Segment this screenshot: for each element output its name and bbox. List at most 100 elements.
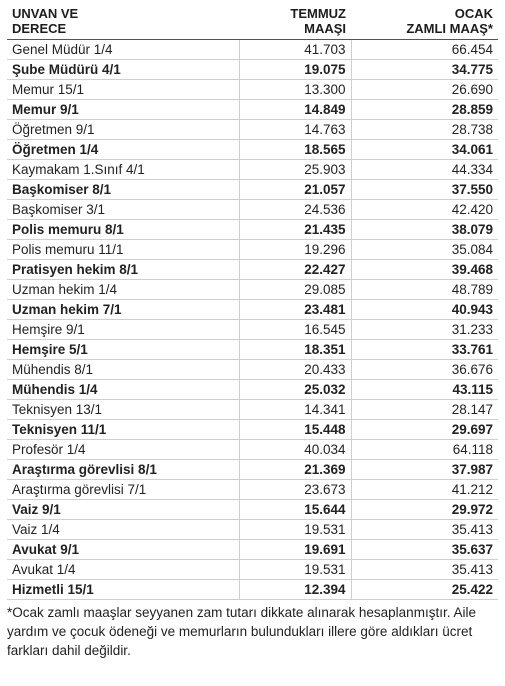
table-row: Avukat 1/4 19.531 35.413: [7, 559, 498, 580]
header-row: UNVAN VE DERECE TEMMUZ MAAŞI OCAK ZAMLI MA…: [7, 0, 498, 40]
table-row: Memur 9/1 14.849 28.859: [7, 99, 498, 120]
column-header: UNVAN VE DERECE: [7, 0, 239, 40]
table-cell: 37.550: [351, 179, 498, 200]
table-row: Başkomiser 3/1 24.536 42.420: [7, 199, 498, 220]
table-row: Şube Müdürü 4/1 19.075 34.775: [7, 59, 498, 80]
table-cell: Vaiz 9/1: [7, 499, 240, 520]
table-cell: 21.369: [239, 459, 352, 480]
table-row: Mühendis 1/4 25.032 43.115: [7, 379, 498, 400]
table-body: Genel Müdür 1/4 41.703 66.454 Şube Müdürü 4…: [7, 39, 498, 600]
table-cell: Polis memuru 11/1: [7, 239, 240, 260]
table-row: Profesör 1/4 40.034 64.118: [7, 439, 498, 460]
table-cell: Genel Müdür 1/4: [7, 39, 240, 60]
table-cell: 13.300: [239, 79, 352, 100]
table-cell: 43.115: [351, 379, 498, 400]
table-cell: Mühendis 8/1: [7, 359, 240, 380]
table-row: Hemşire 5/1 18.351 33.761: [7, 339, 498, 360]
table-cell: 42.420: [351, 199, 498, 220]
table-cell: Şube Müdürü 4/1: [7, 59, 240, 80]
table-cell: 64.118: [351, 439, 498, 460]
table-cell: Başkomiser 8/1: [7, 179, 240, 200]
table-cell: Hemşire 5/1: [7, 339, 240, 360]
table-row: Mühendis 8/1 20.433 36.676: [7, 359, 498, 380]
table-cell: 31.233: [351, 319, 498, 340]
table-row: Kaymakam 1.Sınıf 4/1 25.903 44.334: [7, 159, 498, 180]
table-cell: 66.454: [351, 39, 498, 60]
table-cell: 44.334: [351, 159, 498, 180]
table-row: Teknisyen 11/1 15.448 29.697: [7, 419, 498, 440]
table-cell: Kaymakam 1.Sınıf 4/1: [7, 159, 240, 180]
table-cell: Araştırma görevlisi 8/1: [7, 459, 240, 480]
table-cell: 15.448: [239, 419, 352, 440]
table-cell: 19.691: [239, 539, 352, 560]
table-cell: 33.761: [351, 339, 498, 360]
table-cell: 28.859: [351, 99, 498, 120]
table-cell: 19.531: [239, 559, 352, 580]
table-cell: 48.789: [351, 279, 498, 300]
table-cell: 23.481: [239, 299, 352, 320]
table-cell: 20.433: [239, 359, 352, 380]
table-row: Araştırma görevlisi 8/1 21.369 37.987: [7, 459, 498, 480]
table-row: Polis memuru 8/1 21.435 38.079: [7, 219, 498, 240]
table-row: Vaiz 9/1 15.644 29.972: [7, 499, 498, 520]
table-cell: Hizmetli 15/1: [7, 579, 240, 600]
table-row: Araştırma görevlisi 7/1 23.673 41.212: [7, 479, 498, 500]
table-cell: 22.427: [239, 259, 352, 280]
table-cell: Uzman hekim 1/4: [7, 279, 240, 300]
table-cell: 25.422: [351, 579, 498, 600]
table-row: Uzman hekim 1/4 29.085 48.789: [7, 279, 498, 300]
table-row: Teknisyen 13/1 14.341 28.147: [7, 399, 498, 420]
table-cell: Memur 9/1: [7, 99, 240, 120]
table-row: Öğretmen 1/4 18.565 34.061: [7, 139, 498, 160]
table-cell: 15.644: [239, 499, 352, 520]
table-cell: 19.531: [239, 519, 352, 540]
table-cell: 29.697: [351, 419, 498, 440]
table-cell: 21.057: [239, 179, 352, 200]
table-cell: 14.341: [239, 399, 352, 420]
salary-table: UNVAN VE DERECE TEMMUZ MAAŞI OCAK ZAMLI MA…: [7, 0, 498, 600]
table-cell: 25.032: [239, 379, 352, 400]
table-cell: 36.676: [351, 359, 498, 380]
table-cell: 28.738: [351, 119, 498, 140]
table-cell: Polis memuru 8/1: [7, 219, 240, 240]
table-row: Hemşire 9/1 16.545 31.233: [7, 319, 498, 340]
table-cell: Vaiz 1/4: [7, 519, 240, 540]
table-cell: 34.061: [351, 139, 498, 160]
table-cell: Hemşire 9/1: [7, 319, 240, 340]
column-header: OCAK ZAMLI MAAŞ*: [351, 0, 498, 40]
table-cell: 18.565: [239, 139, 352, 160]
table-row: Memur 15/1 13.300 26.690: [7, 79, 498, 100]
table-cell: Profesör 1/4: [7, 439, 240, 460]
table-cell: 35.637: [351, 539, 498, 560]
table-cell: Araştırma görevlisi 7/1: [7, 479, 240, 500]
table-cell: 16.545: [239, 319, 352, 340]
table-cell: 14.849: [239, 99, 352, 120]
table-row: Öğretmen 9/1 14.763 28.738: [7, 119, 498, 140]
column-header: TEMMUZ MAAŞI: [239, 0, 351, 40]
table-row: Pratisyen hekim 8/1 22.427 39.468: [7, 259, 498, 280]
table-cell: 29.085: [239, 279, 352, 300]
table-cell: 25.903: [239, 159, 352, 180]
table-cell: 41.212: [351, 479, 498, 500]
table-row: Avukat 9/1 19.691 35.637: [7, 539, 498, 560]
table-cell: Teknisyen 13/1: [7, 399, 240, 420]
table-cell: 24.536: [239, 199, 352, 220]
table-cell: 38.079: [351, 219, 498, 240]
table-cell: 12.394: [239, 579, 352, 600]
table-cell: 21.435: [239, 219, 352, 240]
table-cell: 39.468: [351, 259, 498, 280]
table-row: Hizmetli 15/1 12.394 25.422: [7, 579, 498, 600]
table-cell: 35.084: [351, 239, 498, 260]
table-cell: Memur 15/1: [7, 79, 240, 100]
table-cell: 14.763: [239, 119, 352, 140]
table-cell: Başkomiser 3/1: [7, 199, 240, 220]
table-cell: Öğretmen 1/4: [7, 139, 240, 160]
table-row: Uzman hekim 7/1 23.481 40.943: [7, 299, 498, 320]
table-cell: 26.690: [351, 79, 498, 100]
table-row: Başkomiser 8/1 21.057 37.550: [7, 179, 498, 200]
table-cell: 28.147: [351, 399, 498, 420]
table-cell: 19.075: [239, 59, 352, 80]
table-cell: Teknisyen 11/1: [7, 419, 240, 440]
table-cell: Avukat 9/1: [7, 539, 240, 560]
